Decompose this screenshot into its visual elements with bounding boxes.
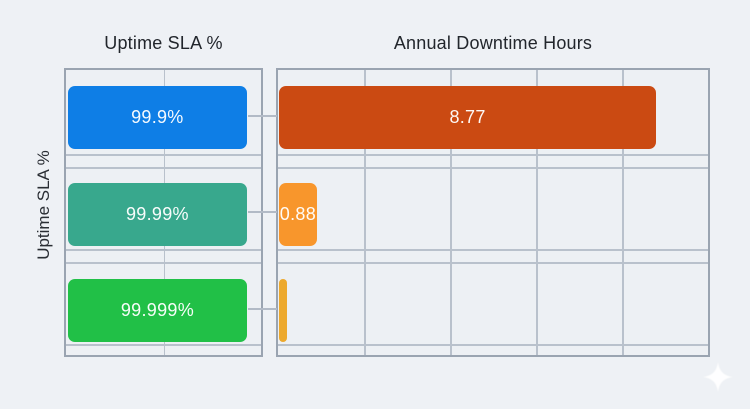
horizontal-gridline — [66, 154, 261, 156]
horizontal-gridline — [278, 154, 708, 156]
uptime-bar-99.999%: 99.999% — [68, 279, 247, 342]
horizontal-gridline — [66, 344, 261, 346]
row-connector — [248, 115, 277, 117]
horizontal-gridline — [278, 262, 708, 264]
uptime-bar-label: 99.9% — [131, 107, 184, 127]
horizontal-gridline — [278, 344, 708, 346]
y-axis-label: Uptime SLA % — [34, 150, 53, 260]
horizontal-gridline — [278, 167, 708, 169]
horizontal-gridline — [278, 249, 708, 251]
downtime-bar-99.9%: 8.77 — [279, 86, 657, 149]
left-chart-title: Uptime SLA % — [104, 33, 223, 53]
uptime-sla-panel: 99.9% 99.99% 99.999% — [64, 68, 263, 357]
row-connector — [248, 211, 277, 213]
downtime-bar-99.999% — [279, 279, 287, 342]
sparkle-icon — [703, 362, 733, 392]
vertical-gridline — [450, 70, 452, 355]
vertical-gridline — [622, 70, 624, 355]
uptime-bar-label: 99.99% — [126, 204, 189, 224]
downtime-bar-label: 8.77 — [449, 107, 486, 127]
horizontal-gridline — [66, 167, 261, 169]
horizontal-gridline — [66, 249, 261, 251]
vertical-gridline — [364, 70, 366, 355]
right-chart-title: Annual Downtime Hours — [393, 33, 593, 53]
uptime-bar-99.99%: 99.99% — [68, 183, 247, 246]
vertical-gridline — [536, 70, 538, 355]
annual-downtime-panel: 8.77 0.88 — [276, 68, 710, 357]
downtime-bar-99.99%: 0.88 — [279, 183, 317, 246]
row-connector — [248, 308, 277, 310]
downtime-bar-label: 0.88 — [279, 204, 317, 224]
uptime-bar-label: 99.999% — [120, 300, 195, 320]
horizontal-gridline — [66, 262, 261, 264]
uptime-bar-99.9%: 99.9% — [68, 86, 247, 149]
